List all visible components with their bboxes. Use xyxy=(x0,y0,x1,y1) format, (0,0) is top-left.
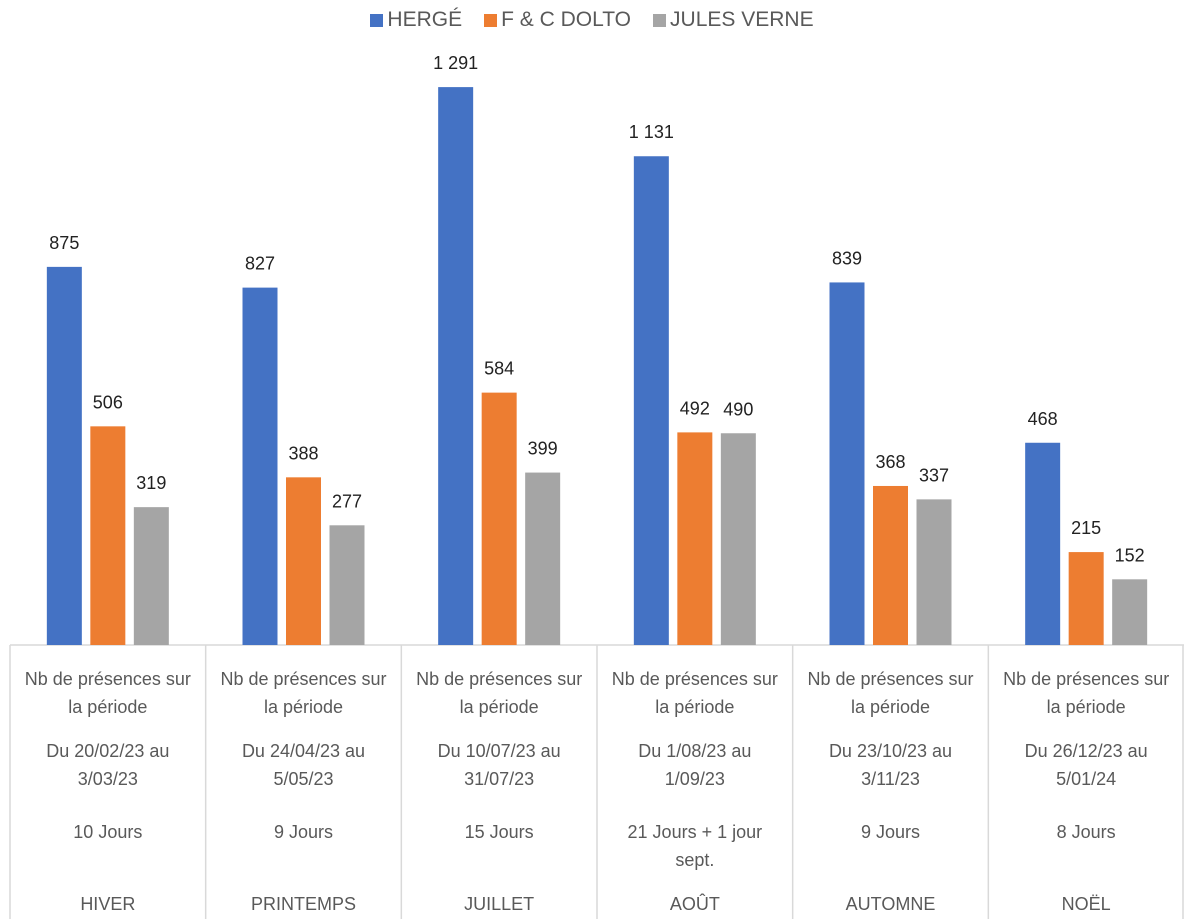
bar xyxy=(133,507,169,645)
category-label: Nb de présences sur la période xyxy=(220,669,387,717)
data-label: 399 xyxy=(528,439,558,459)
bar xyxy=(46,266,82,645)
category-label: 9 Jours xyxy=(273,822,334,842)
data-label: 337 xyxy=(919,465,949,485)
legend-item: HERGÉ xyxy=(370,8,462,32)
data-label: 1 131 xyxy=(629,122,674,142)
data-label: 215 xyxy=(1071,518,1101,538)
legend-item: JULES VERNE xyxy=(653,8,814,32)
legend-swatch xyxy=(370,13,384,27)
bar xyxy=(829,282,865,645)
category-label: AOÛT xyxy=(669,894,720,914)
data-label: 152 xyxy=(1115,545,1145,565)
legend-item: F & C DOLTO xyxy=(484,8,631,32)
legend-label: HERGÉ xyxy=(387,8,463,31)
legend-swatch xyxy=(484,13,498,27)
category-label: Nb de présences sur la période xyxy=(611,669,778,717)
data-label: 1 291 xyxy=(433,53,478,73)
category-label: NOËL xyxy=(1061,894,1111,914)
category-label: Du 1/08/23 au 1/09/23 xyxy=(638,741,752,789)
category-label: Du 24/04/23 au 5/05/23 xyxy=(241,741,366,789)
data-label: 277 xyxy=(332,491,362,511)
legend-label: JULES VERNE xyxy=(670,8,814,31)
category-label: Du 23/10/23 au 3/11/23 xyxy=(828,741,953,789)
bar xyxy=(720,433,756,645)
category-label: 10 Jours xyxy=(73,822,143,842)
data-label: 875 xyxy=(49,233,79,253)
bar xyxy=(916,499,952,645)
data-label: 506 xyxy=(93,392,123,412)
data-label: 319 xyxy=(136,473,166,493)
data-label: 468 xyxy=(1028,409,1058,429)
bar xyxy=(1025,442,1061,645)
category-label: Du 26/12/23 au 5/01/24 xyxy=(1024,741,1148,789)
bar xyxy=(481,392,517,645)
bar xyxy=(286,477,321,645)
bar xyxy=(633,156,669,645)
category-label: 21 Jours + 1 jour sept. xyxy=(627,822,763,870)
category-label: Du 10/07/23 au 31/07/23 xyxy=(437,741,561,789)
category-label: Du 20/02/23 au 3/03/23 xyxy=(46,741,170,789)
bar xyxy=(242,287,278,645)
bar xyxy=(438,87,474,645)
legend-swatch xyxy=(653,13,667,27)
category-label: 8 Jours xyxy=(1056,822,1116,842)
legend-label: F & C DOLTO xyxy=(501,8,632,31)
bar xyxy=(1068,552,1104,645)
category-label: PRINTEMPS xyxy=(250,894,356,914)
bar xyxy=(525,472,561,645)
category-label: HIVER xyxy=(80,894,136,914)
bar xyxy=(1112,579,1148,645)
bar xyxy=(677,432,713,645)
category-label: Nb de présences sur la période xyxy=(416,669,583,717)
legend: HERGÉ F & C DOLTO JULES VERNE xyxy=(0,8,1184,32)
data-label: 839 xyxy=(832,248,862,268)
data-label: 584 xyxy=(484,359,514,379)
category-label: Nb de présences sur la période xyxy=(1003,669,1170,717)
category-label: 9 Jours xyxy=(860,822,921,842)
category-label: AUTOMNE xyxy=(845,894,936,914)
data-label: 490 xyxy=(723,399,753,419)
bar xyxy=(329,525,365,645)
category-label: 15 Jours xyxy=(464,822,534,842)
bar xyxy=(873,485,908,645)
data-label: 388 xyxy=(288,443,318,463)
category-label: Nb de présences sur la période xyxy=(807,669,974,717)
category-label: Nb de présences sur la période xyxy=(24,669,191,717)
category-label: JUILLET xyxy=(464,894,535,914)
data-label: 368 xyxy=(875,452,905,472)
data-label: 827 xyxy=(245,254,275,274)
data-label: 492 xyxy=(680,398,710,418)
bar xyxy=(90,426,126,645)
